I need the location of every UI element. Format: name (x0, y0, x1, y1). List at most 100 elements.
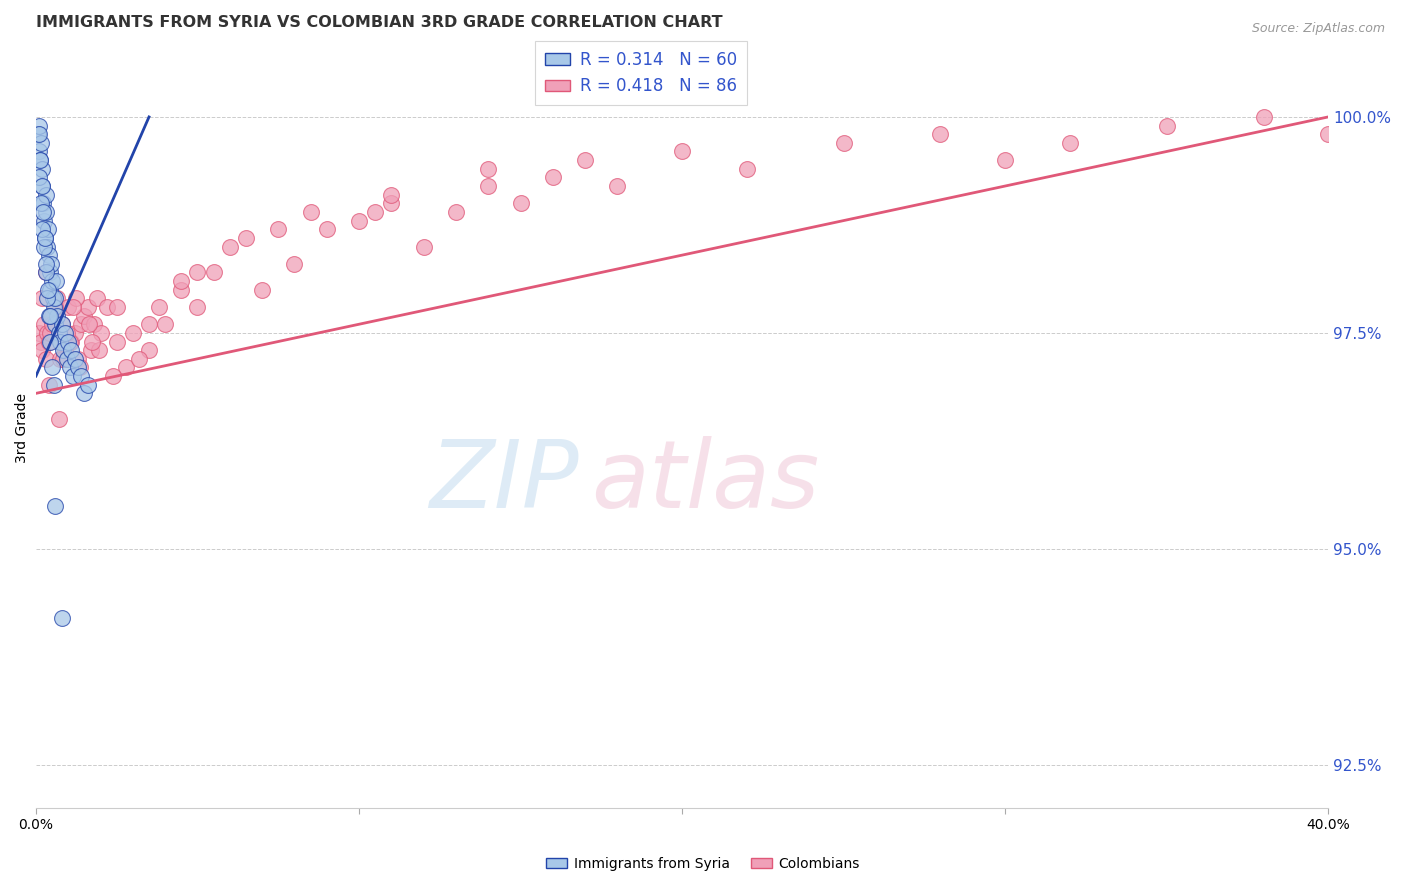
Point (51, 318, 73, 332)
Point (27, 145, 49, 159)
Point (218, 239, 240, 253)
Point (58, 334, 80, 349)
Point (52, 343, 75, 358)
Point (412, 239, 434, 253)
Point (148, 300, 170, 314)
Point (105, 334, 128, 349)
Point (55, 326, 77, 340)
Point (59, 360, 82, 375)
Point (49, 351, 72, 366)
Point (76, 377, 98, 392)
Point (34, 265, 56, 279)
Point (832, 136, 855, 150)
Point (41, 309, 63, 323)
Point (380, 196, 402, 211)
Point (77, 318, 100, 332)
Point (41, 360, 63, 375)
Point (31, 179, 53, 194)
Point (45, 309, 67, 323)
Point (1317, 127, 1340, 141)
Point (37, 283, 59, 297)
Point (44, 499, 66, 513)
Point (38, 248, 60, 262)
Point (44, 300, 66, 314)
Point (30, 196, 52, 211)
Point (28, 153, 51, 168)
Point (202, 265, 225, 279)
Point (49, 334, 72, 349)
Point (364, 205, 387, 219)
Point (82, 334, 104, 349)
Point (28, 326, 51, 340)
Point (32, 318, 55, 332)
Point (80, 343, 103, 358)
Text: atlas: atlas (592, 435, 820, 526)
Point (38, 309, 60, 323)
Point (31, 291, 53, 305)
Text: IMMIGRANTS FROM SYRIA VS COLOMBIAN 3RD GRADE CORRELATION CHART: IMMIGRANTS FROM SYRIA VS COLOMBIAN 3RD G… (37, 15, 723, 30)
Point (44, 291, 66, 305)
Point (994, 153, 1017, 168)
Point (105, 300, 128, 314)
Point (63, 351, 86, 366)
Text: Source: ZipAtlas.com: Source: ZipAtlas.com (1251, 22, 1385, 36)
Point (31, 343, 53, 358)
Point (30, 136, 52, 150)
Point (128, 351, 150, 366)
Point (509, 196, 531, 211)
Point (606, 179, 628, 194)
Point (42, 377, 65, 392)
Point (34, 265, 56, 279)
Point (44, 318, 66, 332)
Point (27, 127, 49, 141)
Point (32, 213, 55, 227)
Point (31, 161, 53, 176)
Point (32, 239, 55, 253)
Point (138, 318, 160, 332)
Point (115, 360, 138, 375)
Point (76, 300, 98, 314)
Point (250, 283, 273, 297)
Point (69, 360, 91, 375)
Point (34, 351, 56, 366)
Point (38, 377, 60, 392)
Point (96, 300, 118, 314)
Point (38, 265, 60, 279)
Point (671, 145, 693, 159)
Point (34, 205, 56, 219)
Point (299, 205, 322, 219)
Point (929, 127, 952, 141)
Point (186, 300, 208, 314)
Point (37, 291, 59, 305)
Point (62, 369, 84, 384)
Point (60, 334, 83, 349)
Y-axis label: 3rd Grade: 3rd Grade (15, 392, 30, 463)
Point (170, 283, 193, 297)
Point (48, 326, 70, 340)
Point (73, 386, 96, 401)
Point (34, 231, 56, 245)
Point (31, 222, 53, 236)
Point (34, 231, 56, 245)
Point (39, 283, 62, 297)
Point (65, 291, 87, 305)
Point (735, 161, 758, 176)
Point (37, 239, 59, 253)
Point (30, 334, 52, 349)
Point (59, 334, 82, 349)
Point (1059, 136, 1081, 150)
Point (37, 326, 59, 340)
Point (1156, 119, 1178, 133)
Point (52, 351, 75, 366)
Point (121, 326, 143, 340)
Point (138, 343, 160, 358)
Point (70, 318, 93, 332)
Point (63, 326, 86, 340)
Point (380, 187, 402, 202)
Point (66, 351, 89, 366)
Legend: R = 0.314   N = 60, R = 0.418   N = 86: R = 0.314 N = 60, R = 0.418 N = 86 (536, 41, 748, 105)
Point (186, 265, 208, 279)
Point (53, 343, 76, 358)
Point (58, 300, 80, 314)
Point (347, 213, 370, 227)
